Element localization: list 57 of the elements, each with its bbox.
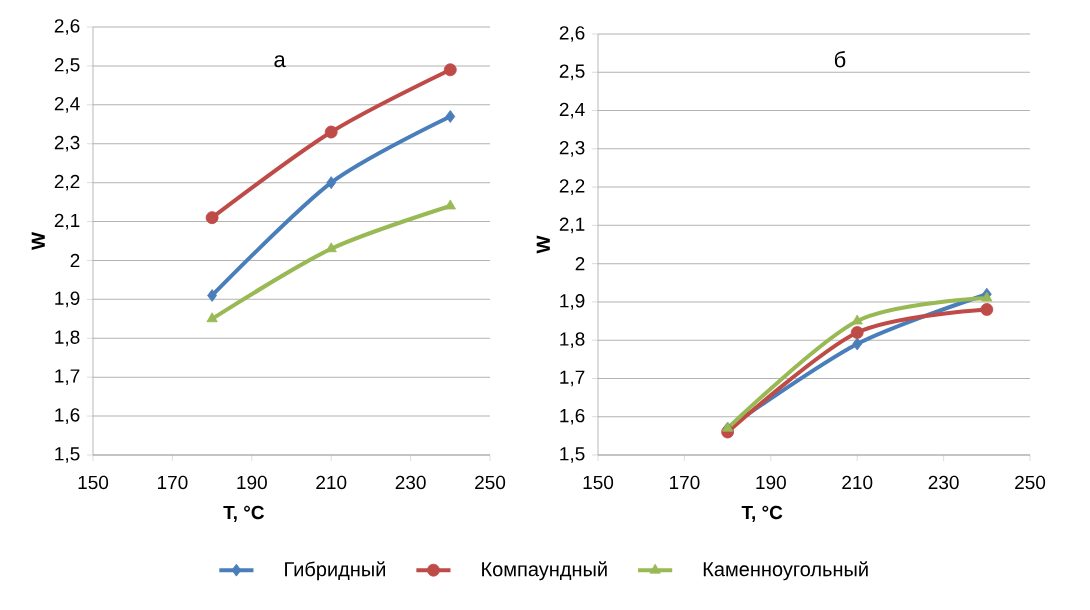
y-tick-label: 2,4 — [559, 102, 585, 119]
y-tick-label: 2,3 — [559, 140, 585, 157]
point — [444, 199, 456, 210]
y-tick-label: 2,6 — [559, 26, 585, 42]
y-tick-label: 2 — [70, 253, 80, 268]
point — [981, 291, 993, 302]
point — [324, 125, 338, 139]
y-tick-label: 2,1 — [559, 217, 585, 234]
x-tick-label: 170 — [670, 475, 700, 490]
y-tick-label: 1,8 — [55, 330, 80, 347]
point — [443, 63, 457, 77]
y-tick-label: 1,8 — [560, 332, 585, 349]
x-tick-label: 250 — [1015, 475, 1046, 490]
y-tick-label: 1,5 — [560, 447, 585, 463]
point — [206, 312, 218, 323]
x-tick-label: 150 — [78, 475, 109, 490]
y-tick-label: 1,9 — [560, 294, 585, 310]
y-tick-label: 2 — [575, 257, 585, 271]
y-tick-label: 1,6 — [55, 408, 80, 424]
y-tick-label: 2,5 — [54, 58, 80, 74]
y-tick-label: 2,2 — [559, 179, 585, 195]
point — [980, 303, 994, 316]
y-tick-label: 2,1 — [54, 213, 80, 230]
point — [207, 289, 217, 302]
x-tick-label: 210 — [842, 475, 873, 490]
y-tick-label: 1,7 — [560, 370, 585, 387]
annotation: а — [274, 55, 286, 68]
x-tick-label: 250 — [475, 475, 506, 490]
legend-label: Каменноугольный — [703, 561, 868, 581]
legend-label: Компаундный — [482, 561, 607, 581]
x-tick-label: 150 — [583, 475, 614, 490]
y-tick-label: 1,5 — [55, 447, 80, 463]
x-axis-title: T, °C — [223, 505, 265, 522]
y-axis-title: W — [536, 235, 550, 254]
y-axis-title: W — [31, 232, 45, 250]
y-tick-label: 2,6 — [54, 19, 80, 35]
x-tick-label: 210 — [316, 475, 347, 490]
y-tick-label: 2,4 — [54, 96, 80, 113]
y-tick-label: 1,6 — [560, 408, 585, 425]
y-tick-label: 2,5 — [559, 64, 585, 81]
point — [205, 211, 219, 225]
x-tick-label: 230 — [928, 475, 959, 490]
point — [445, 110, 456, 123]
x-axis-title: T, °C — [741, 505, 783, 522]
x-tick-label: 170 — [158, 475, 188, 490]
annotation: б — [834, 51, 846, 68]
point — [850, 326, 864, 339]
point — [852, 337, 863, 351]
x-tick-label: 190 — [756, 475, 786, 490]
point — [326, 176, 337, 190]
y-tick-label: 1,9 — [55, 291, 80, 308]
x-tick-label: 230 — [395, 475, 426, 490]
x-tick-label: 190 — [237, 475, 267, 490]
y-tick-label: 1,7 — [55, 369, 80, 385]
y-tick-label: 2,2 — [54, 174, 80, 191]
legend-label: Гибридный — [285, 561, 385, 581]
y-tick-label: 2,3 — [54, 135, 80, 152]
